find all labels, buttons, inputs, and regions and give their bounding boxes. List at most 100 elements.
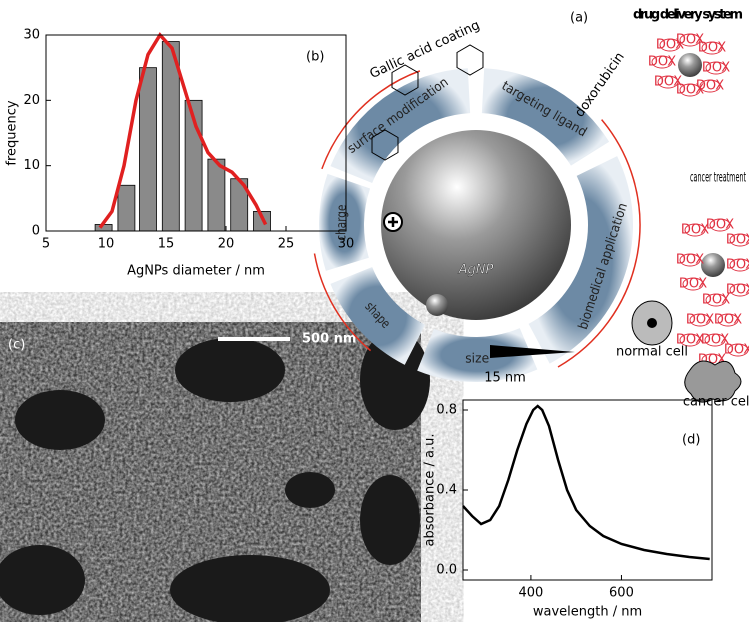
- dox-label: DOX: [681, 223, 709, 238]
- dox-label: DOX: [726, 258, 749, 273]
- dox-label: DOX: [676, 333, 704, 348]
- dox-molecule: [717, 313, 739, 327]
- dox-molecule: [651, 55, 673, 69]
- sem-pore: [175, 338, 285, 402]
- sem-pore: [0, 545, 85, 615]
- dox-label: DOX: [656, 38, 684, 53]
- cell-nucleus: [647, 318, 657, 328]
- drug-label: doxorubicin: [572, 50, 628, 120]
- drug-particle: [678, 53, 702, 77]
- bar: [207, 158, 226, 232]
- dox-molecule: [709, 218, 731, 232]
- delivery-label: drug delivery system: [633, 8, 743, 23]
- plot-frame: [462, 399, 713, 581]
- dox-label: DOX: [696, 79, 724, 94]
- small-particle: [426, 294, 448, 316]
- dox-molecule: [729, 258, 749, 272]
- dox-label: DOX: [679, 277, 707, 292]
- ring-segment: [330, 68, 471, 184]
- y-tick-label: 0.8: [436, 403, 457, 418]
- dox-molecule: [679, 253, 701, 267]
- core-label: AgNP: [458, 263, 494, 278]
- size-label: 15 nm: [484, 371, 526, 386]
- dox-molecule: [705, 61, 727, 75]
- dox-molecule: [682, 277, 704, 291]
- sem-pore: [360, 330, 430, 430]
- dox-molecule: [701, 41, 723, 55]
- molecule-ring: [456, 44, 484, 76]
- x-axis-label: wavelength / nm: [533, 605, 642, 620]
- cycle-arrow: [313, 253, 372, 352]
- dox-label: DOX: [724, 343, 749, 358]
- dox-molecule: [657, 75, 679, 89]
- dox-label: DOX: [702, 293, 730, 308]
- y-tick-label: 20: [23, 93, 40, 108]
- segment-label: charge: [334, 205, 350, 241]
- cancer-cell: [684, 360, 742, 403]
- charts: 5 10 15 20 25 30 0 10 20 30 AgNPs diameter / nm fre…: [5, 28, 713, 620]
- bar: [161, 41, 180, 232]
- dox-molecule: [699, 79, 721, 93]
- dox-label: DOX: [648, 55, 676, 70]
- dox-molecule: [679, 333, 701, 347]
- molecule-ring: [391, 64, 419, 96]
- scale-bar-label: 500 nm: [302, 332, 356, 347]
- y-axis-label: absorbance / a.u.: [423, 433, 438, 546]
- dox-molecule: [729, 283, 749, 297]
- ring-segment: [481, 68, 610, 166]
- sem-pore: [170, 555, 330, 622]
- sem-pore: [360, 475, 420, 565]
- sem-pore: [15, 390, 105, 450]
- dox-molecule: [729, 233, 749, 247]
- y-tick-label: 0.4: [436, 483, 457, 498]
- nanoparticle-core: [381, 130, 571, 320]
- x-tick-label: 15: [158, 237, 175, 252]
- segment-label: size: [465, 351, 489, 366]
- dox-label: DOX: [701, 333, 729, 348]
- y-tick-label: 30: [23, 28, 40, 43]
- y-tick-label: 10: [23, 158, 40, 173]
- data-line: [462, 404, 710, 561]
- panel-label: (c): [8, 338, 25, 353]
- dox-label: DOX: [702, 61, 730, 76]
- dox-label: DOX: [706, 218, 734, 233]
- treatment-label: cancer treatment: [690, 171, 746, 186]
- dox-molecule: [684, 223, 706, 237]
- dox-molecule: [679, 33, 701, 47]
- dox-label: DOX: [698, 41, 726, 56]
- x-tick-label: 30: [338, 237, 355, 252]
- dox-label: DOX: [726, 283, 749, 298]
- molecule-ring: [371, 129, 399, 161]
- dox-label: DOX: [714, 313, 742, 328]
- size-wedge: [490, 345, 575, 358]
- plot-frame: [45, 34, 347, 232]
- panel-label: (a): [570, 11, 588, 26]
- panel-label: (d): [682, 433, 700, 448]
- dox-label: DOX: [676, 33, 704, 48]
- cycle-arrow: [557, 119, 641, 368]
- x-tick-label: 20: [218, 237, 235, 252]
- sem-pore: [285, 472, 335, 508]
- cell-label: cancer cell: [683, 395, 749, 410]
- y-tick-label: 0: [32, 224, 40, 239]
- x-tick-label: 600: [609, 586, 634, 601]
- sem-panel: 500 nm (c): [0, 322, 430, 622]
- dox-molecule: [727, 343, 749, 357]
- charge-plus: [388, 217, 398, 227]
- bar: [139, 67, 157, 232]
- dox-molecule: [704, 333, 726, 347]
- dox-label: DOX: [676, 83, 704, 98]
- ring-segment: [330, 266, 426, 365]
- drug-particle: [701, 253, 725, 277]
- x-tick-label: 25: [278, 237, 295, 252]
- y-tick-label: 0.0: [436, 563, 457, 578]
- dox-label: DOX: [686, 313, 714, 328]
- ring-segment: [319, 173, 371, 271]
- x-tick-label: 10: [98, 237, 115, 252]
- dox-molecule: [705, 293, 727, 307]
- bar: [117, 184, 136, 232]
- panel-label: (b): [306, 50, 324, 65]
- dox-label: DOX: [654, 75, 682, 90]
- cycle-arrow: [321, 70, 421, 170]
